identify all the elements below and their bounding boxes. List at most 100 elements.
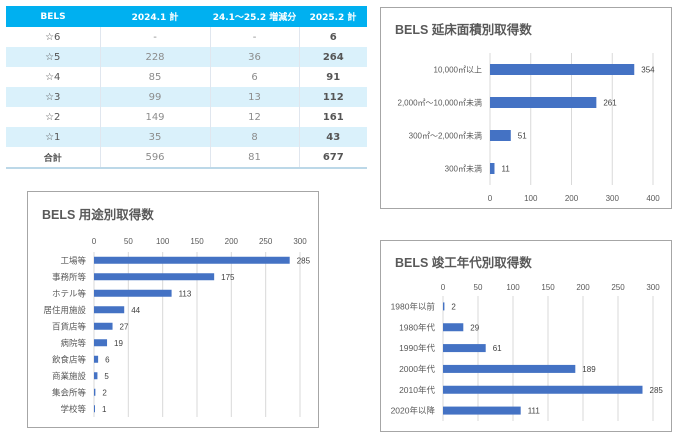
table-cell: - <box>210 27 300 47</box>
table-cell: 6 <box>210 67 300 87</box>
table-cell: ☆5 <box>6 47 101 67</box>
category-label: 2,000㎡～10,000㎡未満 <box>398 98 483 108</box>
tick-label: 200 <box>576 283 590 292</box>
bar <box>443 406 521 415</box>
tick-label: 250 <box>259 237 273 246</box>
tick-label: 250 <box>611 283 625 292</box>
table-cell: - <box>100 27 211 47</box>
data-label: 6 <box>105 355 110 364</box>
data-label: 111 <box>528 407 541 416</box>
category-label: 10,000㎡以上 <box>434 66 482 75</box>
category-label: 学校等 <box>60 404 86 414</box>
bar <box>490 97 597 108</box>
bar <box>94 355 99 363</box>
table-cell: 677 <box>299 147 367 169</box>
table-cell: 8 <box>210 127 300 147</box>
header-change: 24.1～25.2 増減分 <box>210 6 299 27</box>
bar <box>94 273 215 281</box>
table-cell: 13 <box>210 87 300 107</box>
table-cell: 228 <box>100 47 211 67</box>
tick-label: 150 <box>190 237 204 246</box>
table-cell: 85 <box>100 67 211 87</box>
bar <box>94 388 96 396</box>
category-label: 2010年代 <box>399 385 435 395</box>
category-label: 2020年以降 <box>391 406 436 416</box>
bar <box>443 344 486 353</box>
category-label: 1980年以前 <box>391 301 436 311</box>
table-cell: 12 <box>210 107 300 127</box>
bar <box>94 322 113 330</box>
category-label: 集会所等 <box>52 387 87 397</box>
table-header-row: BELS 2024.1 計 24.1～25.2 増減分 2025.2 計 <box>6 6 367 27</box>
table-cell: 596 <box>100 147 211 169</box>
table-row: ☆5 228 36 264 <box>6 47 367 67</box>
data-label: 44 <box>131 306 140 315</box>
tick-label: 0 <box>92 237 97 246</box>
data-label: 11 <box>501 165 510 174</box>
tick-label: 100 <box>156 237 170 246</box>
header-2024: 2024.1 計 <box>100 6 210 27</box>
category-label: 飲食店等 <box>52 354 87 364</box>
tick-label: 50 <box>474 283 483 292</box>
table-cell: 81 <box>210 147 300 169</box>
category-label: 百貨店等 <box>52 321 87 331</box>
category-label: 事務所等 <box>52 272 87 282</box>
tick-label: 300 <box>606 194 620 203</box>
tick-label: 0 <box>441 283 446 292</box>
table-row: ☆6- -6 <box>6 27 367 47</box>
table-row: 合計 596 81 677 <box>6 147 367 169</box>
data-label: 51 <box>518 132 527 141</box>
table-cell: 161 <box>322 111 344 123</box>
table-row: ☆2 149 12 161 <box>6 107 367 127</box>
data-label: 285 <box>650 386 664 395</box>
bar <box>94 339 108 347</box>
category-label: 300㎡～2,000㎡未満 <box>409 131 482 141</box>
bar <box>443 323 464 332</box>
data-label: 5 <box>104 372 109 381</box>
chart-title: BELS 用途別取得数 <box>42 207 154 222</box>
bar <box>490 130 511 141</box>
chart-year: BELS 竣工年代別取得数 0 50 100 150 200 250 300 1980年以前 2 1… <box>380 240 672 432</box>
chart-floor-area: BELS 延床面積別取得数 0 100 200 300 400 10,000㎡以上 354 2,… <box>380 7 672 209</box>
table-cell: 112 <box>299 87 367 107</box>
data-label: 354 <box>641 66 655 75</box>
category-label: 300㎡未満 <box>445 164 482 174</box>
bar <box>94 306 125 314</box>
data-label: 29 <box>470 323 479 332</box>
table-cell: 264 <box>299 47 367 67</box>
tick-label: 200 <box>565 194 579 203</box>
table-cell: ☆1 <box>6 127 101 147</box>
tick-label: 100 <box>506 283 520 292</box>
chart-use: BELS 用途別取得数 0 50 100 150 200 250 300 工場等 285 事務所等 1… <box>27 191 319 428</box>
data-label: 1 <box>102 405 107 414</box>
table-row: ☆1 35 8 43 <box>6 127 367 147</box>
table-cell: ☆3 <box>6 87 101 107</box>
bels-rating-table: BELS 2024.1 計 24.1～25.2 増減分 2025.2 計 ☆6-… <box>6 6 367 169</box>
data-label: 2 <box>451 302 456 311</box>
bar <box>94 405 95 413</box>
tick-label: 50 <box>124 237 133 246</box>
tick-label: 100 <box>524 194 538 203</box>
tick-label: 200 <box>225 237 239 246</box>
bar <box>490 163 495 174</box>
table-cell: 36 <box>210 47 300 67</box>
table-cell: 99 <box>100 87 211 107</box>
data-label: 113 <box>179 289 192 298</box>
data-label: 27 <box>120 322 129 331</box>
data-label: 261 <box>603 99 617 108</box>
bar <box>443 302 445 311</box>
table-cell: ☆2 <box>6 107 101 127</box>
tick-label: 300 <box>646 283 660 292</box>
table-cell: ☆6 <box>6 27 101 47</box>
header-bels: BELS <box>6 6 100 27</box>
data-label: 189 <box>582 365 596 374</box>
table-cell: 6 <box>329 31 337 43</box>
table-cell: 合計 <box>6 147 101 169</box>
bar <box>443 364 576 373</box>
category-label: 工場等 <box>60 255 86 265</box>
category-label: 居住用施設 <box>43 305 86 315</box>
data-label: 2 <box>102 388 107 397</box>
category-label: 2000年代 <box>399 364 435 374</box>
data-label: 19 <box>114 339 123 348</box>
bar <box>94 289 172 297</box>
